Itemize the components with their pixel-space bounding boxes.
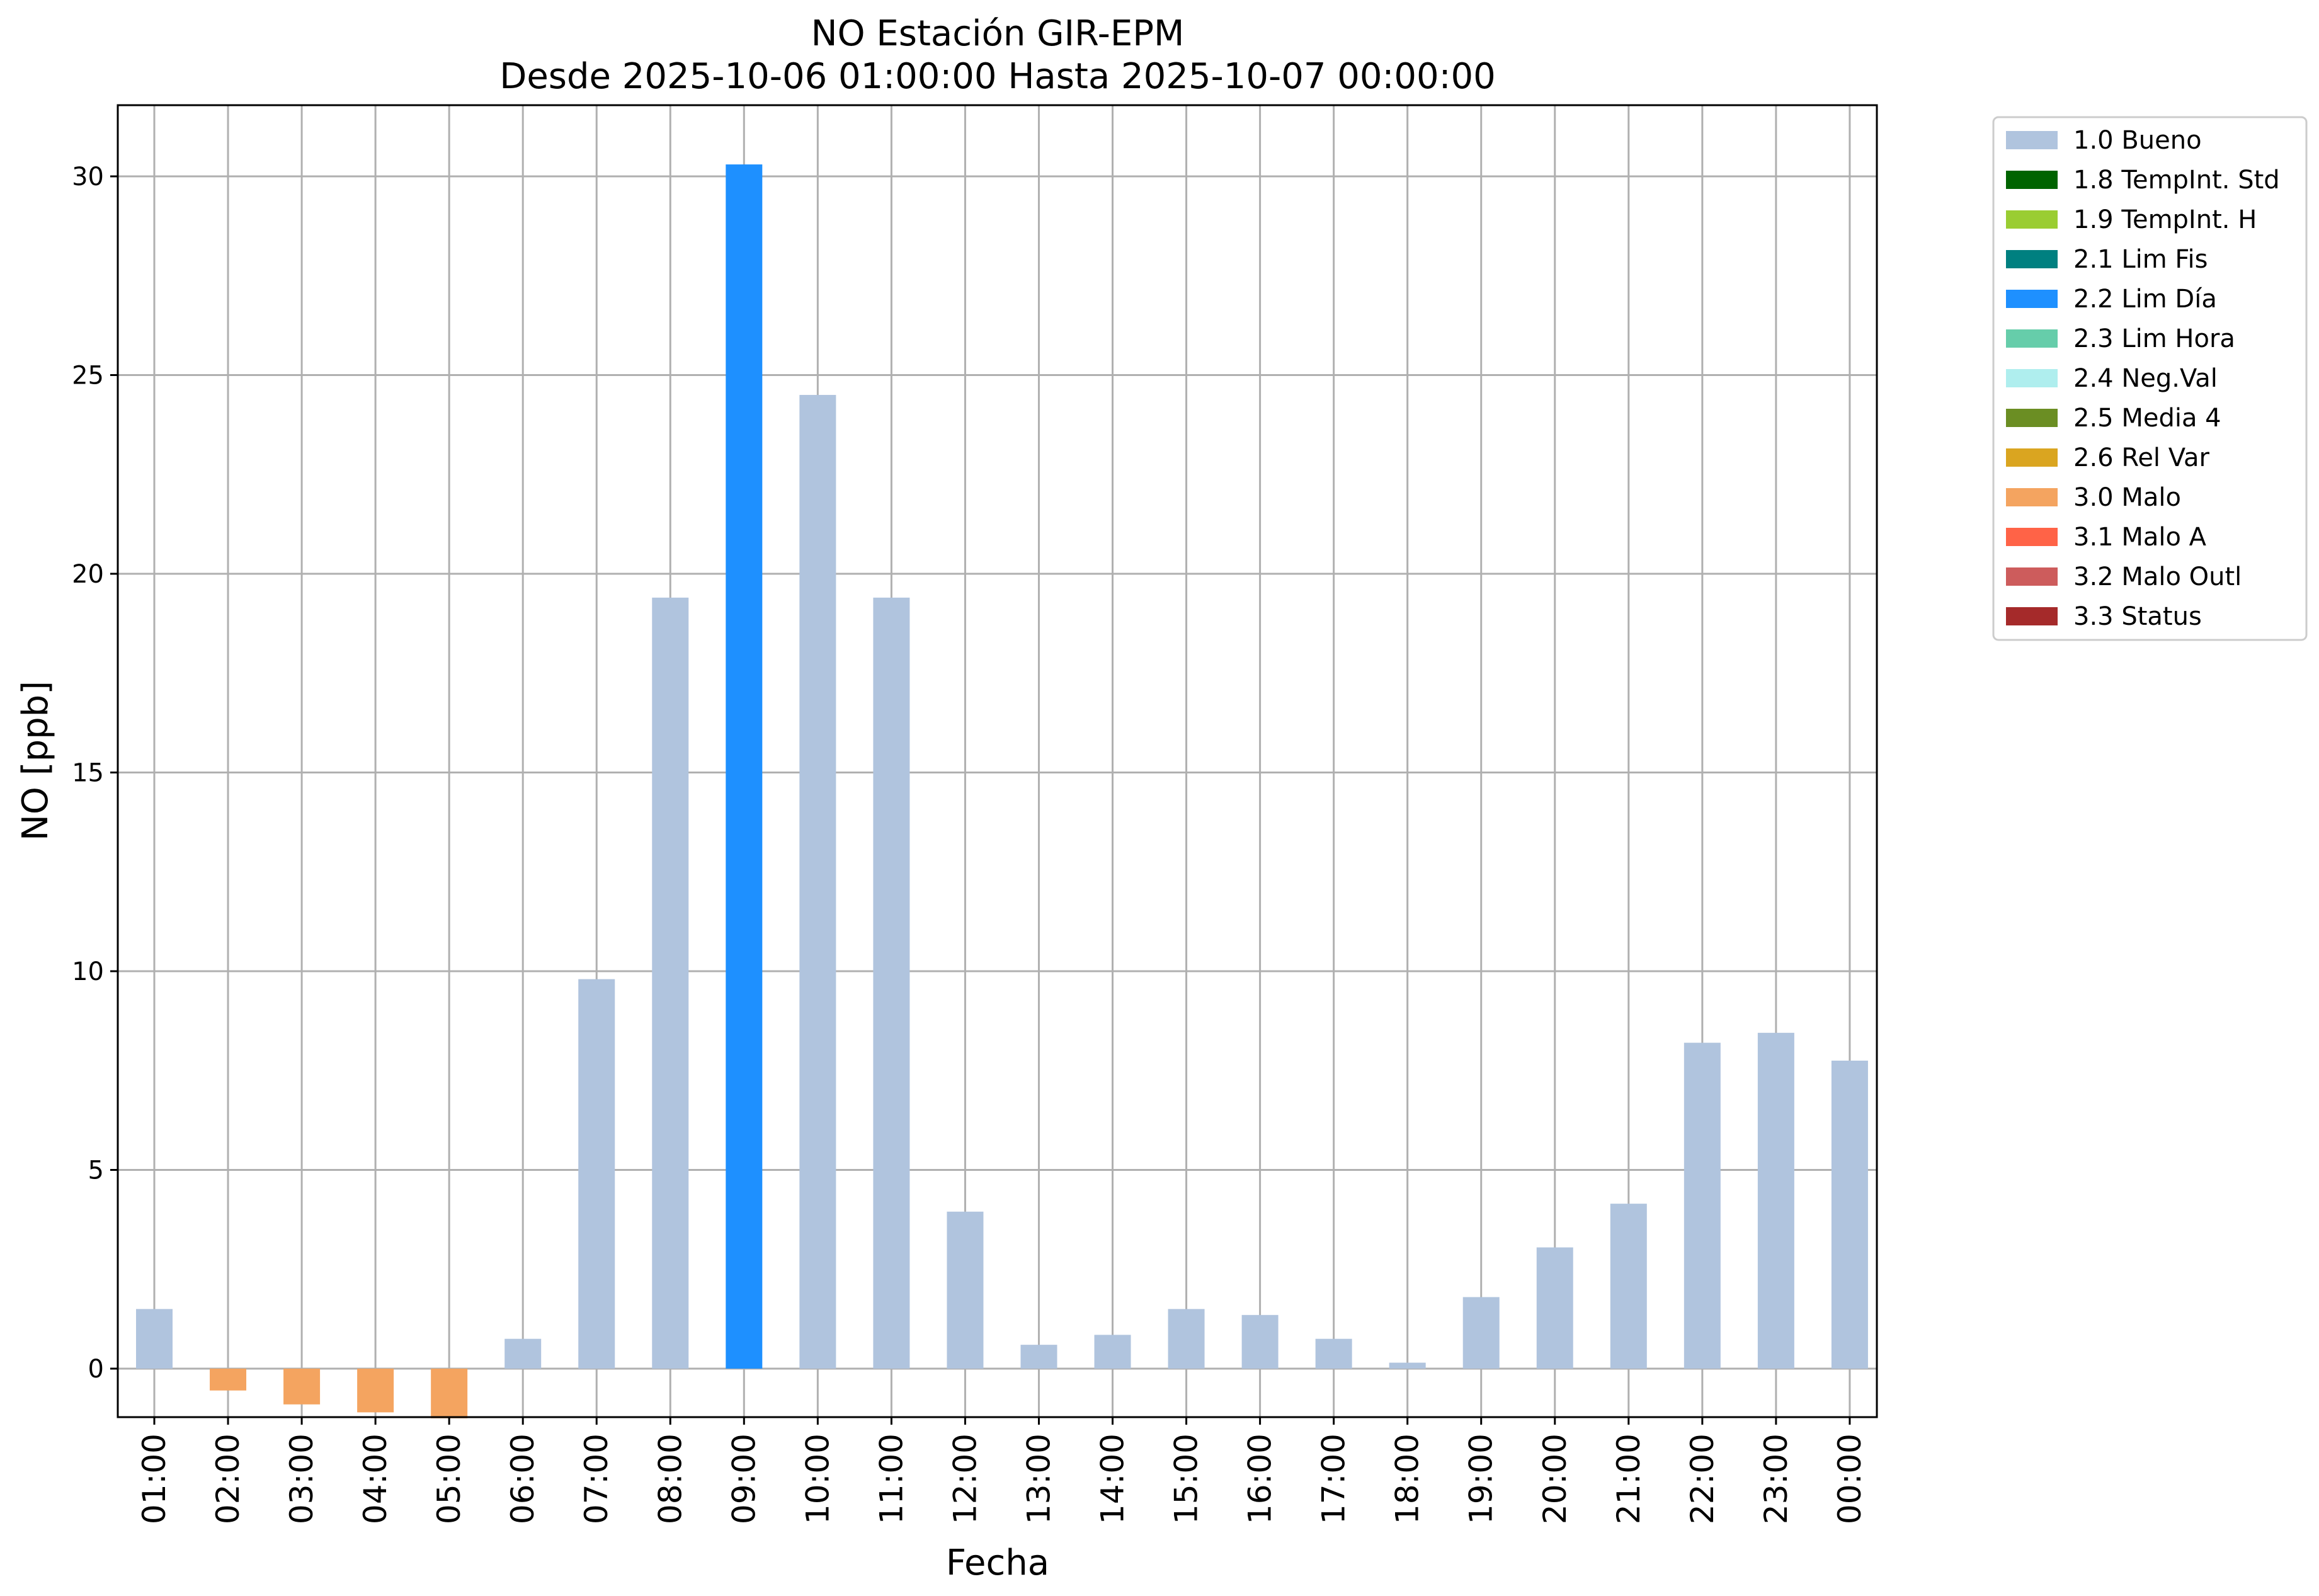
legend-swatch: [2006, 250, 2058, 268]
bar-1200: [947, 1211, 984, 1369]
bar-0600: [504, 1338, 542, 1369]
legend-swatch: [2006, 210, 2058, 229]
x-axis-label: Fecha: [946, 1542, 1049, 1583]
legend-label: 2.4 Neg.Val: [2073, 364, 2218, 393]
x-tick-label: 03:00: [283, 1434, 320, 1524]
legend-swatch: [2006, 409, 2058, 427]
x-tick-label: 23:00: [1758, 1434, 1794, 1524]
legend-swatch: [2006, 131, 2058, 149]
bar-0100: [136, 1309, 173, 1369]
x-tick-label: 10:00: [799, 1434, 836, 1524]
x-tick-label: 15:00: [1168, 1434, 1205, 1524]
legend-label: 2.5 Media 4: [2073, 404, 2221, 433]
x-tick-label: 01:00: [136, 1434, 173, 1524]
y-axis-ticks: 0 5 10 15 20 25 30: [72, 162, 118, 1384]
legend-label: 1.9 TempInt. H: [2073, 205, 2257, 234]
y-tick-label: 15: [72, 759, 104, 788]
x-tick-label: 02:00: [210, 1434, 246, 1524]
x-tick-label: 12:00: [947, 1434, 983, 1524]
legend-label: 3.1 Malo A: [2073, 523, 2207, 552]
legend-label: 2.6 Rel Var: [2073, 443, 2210, 472]
y-tick-label: 5: [88, 1156, 104, 1185]
bar-0800: [652, 597, 689, 1369]
x-tick-label: 06:00: [504, 1434, 541, 1524]
y-tick-label: 0: [88, 1355, 104, 1384]
legend-swatch: [2006, 567, 2058, 586]
x-tick-label: 21:00: [1610, 1434, 1647, 1524]
bar-1600: [1241, 1314, 1279, 1369]
legend-box: [1992, 116, 2308, 641]
bar-2100: [1610, 1204, 1647, 1369]
bar-1100: [873, 597, 910, 1369]
x-tick-label: 16:00: [1242, 1434, 1279, 1524]
bar-2300: [1757, 1032, 1794, 1369]
x-tick-label: 18:00: [1389, 1434, 1426, 1524]
legend-swatch: [2006, 290, 2058, 308]
plot-frame: [117, 104, 1878, 1418]
x-axis-ticks: 01:00 02:00 03:00 04:00 05:00 06:00 07:00 08:00…: [136, 1417, 1868, 1524]
legend-swatch: [2006, 607, 2058, 625]
bar-0300: [283, 1369, 321, 1405]
y-tick-label: 20: [72, 560, 104, 589]
bar-1300: [1020, 1345, 1057, 1369]
legend-swatch: [2006, 448, 2058, 467]
bar-0400: [357, 1369, 394, 1413]
legend-label: 2.2 Lim Día: [2073, 285, 2217, 314]
chart-subtitle: Desde 2025-10-06 01:00:00 Hasta 2025-10-…: [499, 56, 1496, 97]
x-tick-label: 07:00: [578, 1434, 615, 1524]
bar-1800: [1389, 1362, 1426, 1369]
y-axis-label: NO [ppb]: [15, 681, 56, 841]
bars-group: [136, 164, 1868, 1418]
legend-label: 3.2 Malo Outl: [2073, 562, 2242, 591]
legend-swatch: [2006, 488, 2058, 506]
x-tick-label: 13:00: [1020, 1434, 1057, 1524]
bar-0900: [726, 164, 763, 1369]
bar-0700: [578, 979, 615, 1369]
bar-1000: [799, 395, 836, 1369]
legend-label: 2.1 Lim Fis: [2073, 245, 2208, 274]
chart-title: NO Estación GIR-EPM: [811, 13, 1185, 54]
x-tick-label: 05:00: [431, 1434, 467, 1524]
legend-label: 3.0 Malo: [2073, 483, 2181, 512]
legend-label: 2.3 Lim Hora: [2073, 324, 2235, 353]
bar-1900: [1462, 1297, 1500, 1369]
legend-swatch: [2006, 329, 2058, 348]
x-tick-label: 04:00: [357, 1434, 394, 1524]
legend-label: 1.0 Bueno: [2073, 126, 2202, 155]
bar-0000: [1831, 1060, 1868, 1369]
bar-0500: [431, 1369, 468, 1418]
bar-2200: [1684, 1042, 1721, 1369]
x-tick-label: 14:00: [1095, 1434, 1131, 1524]
x-tick-label: 00:00: [1832, 1434, 1868, 1524]
y-tick-label: 10: [72, 957, 104, 986]
x-tick-label: 11:00: [873, 1434, 909, 1524]
x-tick-label: 19:00: [1463, 1434, 1500, 1524]
legend-label: 1.8 TempInt. Std: [2073, 166, 2280, 195]
legend-swatch: [2006, 528, 2058, 546]
bar-0200: [210, 1369, 247, 1391]
legend-label: 3.3 Status: [2073, 602, 2202, 631]
x-tick-label: 22:00: [1684, 1434, 1721, 1524]
x-tick-label: 09:00: [726, 1434, 762, 1524]
x-tick-label: 08:00: [652, 1434, 688, 1524]
y-tick-label: 25: [72, 362, 104, 390]
legend: 1.0 Bueno 1.8 TempInt. Std 1.9 TempInt. H 2…: [1992, 116, 2308, 641]
bar-1400: [1094, 1335, 1131, 1369]
bar-1500: [1168, 1309, 1205, 1369]
y-tick-label: 30: [72, 162, 104, 191]
x-tick-label: 20:00: [1537, 1434, 1573, 1524]
legend-swatch: [2006, 369, 2058, 387]
x-tick-label: 17:00: [1316, 1434, 1352, 1524]
bar-1700: [1315, 1338, 1352, 1369]
legend-swatch: [2006, 171, 2058, 189]
bar-2000: [1536, 1247, 1573, 1369]
